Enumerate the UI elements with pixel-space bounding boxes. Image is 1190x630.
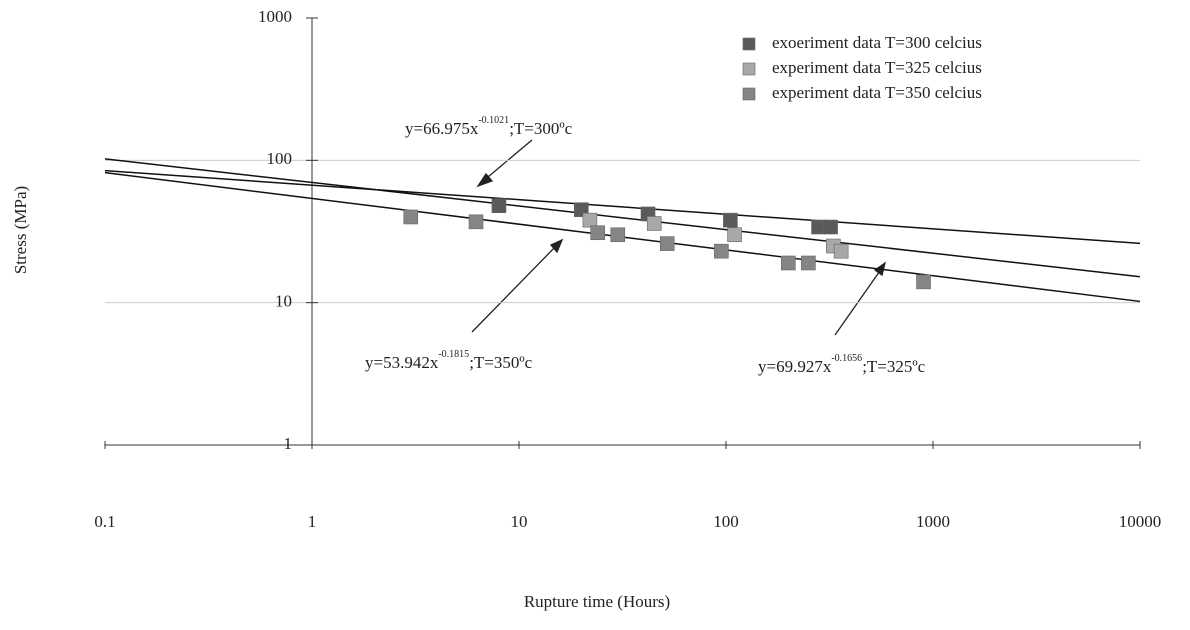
annotation-text: y=53.942x	[365, 353, 439, 372]
y-tick-label: 1000	[258, 7, 292, 26]
trend-line	[104, 158, 1141, 278]
point	[582, 212, 598, 228]
legend-swatch	[742, 37, 756, 51]
x-tick-label: 0.1	[94, 512, 115, 531]
annotation-text: y=69.927x	[758, 357, 832, 376]
annotation-exponent: -0.1021	[478, 115, 509, 126]
y-axis-label: Stress (MPa)	[11, 186, 30, 274]
annotation-text: y=66.975x	[405, 119, 479, 138]
legend-label: experiment data T=350 celcius	[772, 83, 982, 102]
x-tick-label: 1000	[916, 512, 950, 531]
point	[723, 212, 738, 228]
arrow	[834, 267, 883, 336]
annotation-suffix: ;T=325ºc	[862, 357, 925, 376]
arrow	[471, 243, 559, 333]
annotation-exponent: -0.1656	[831, 353, 862, 364]
y-tick-label: 100	[267, 149, 293, 168]
point	[590, 225, 606, 241]
point	[916, 274, 931, 290]
point	[727, 227, 742, 243]
annotation: y=66.975x-0.1021;T=300ºc	[405, 115, 573, 138]
y-tick-label: 10	[275, 292, 292, 311]
x-tick-label: 10000	[1119, 512, 1162, 531]
x-tick-label: 100	[713, 512, 739, 531]
point	[714, 243, 729, 259]
point	[468, 214, 484, 230]
point	[610, 227, 626, 243]
legend-swatch	[742, 87, 756, 101]
point	[781, 255, 796, 271]
arrow-head	[549, 238, 564, 254]
arrow-head	[476, 172, 494, 188]
annotation-suffix: ;T=300ºc	[509, 119, 572, 138]
legend-label: experiment data T=325 celcius	[772, 58, 982, 77]
arrow	[481, 139, 533, 183]
point	[659, 236, 675, 251]
x-tick-label: 10	[511, 512, 528, 531]
x-tick-label: 1	[308, 512, 317, 531]
annotation: y=69.927x-0.1656;T=325ºc	[758, 353, 926, 376]
point	[833, 243, 849, 259]
point	[801, 255, 816, 271]
trend-line	[104, 169, 1141, 245]
point	[403, 209, 419, 225]
point	[646, 216, 662, 231]
x-axis-label: Rupture time (Hours)	[524, 592, 670, 611]
legend-label: exoeriment data T=300 celcius	[772, 33, 982, 52]
point	[491, 198, 507, 214]
annotation-suffix: ;T=350ºc	[469, 353, 532, 372]
arrows	[471, 139, 887, 336]
y-tick-label: 1	[284, 434, 293, 453]
legend-swatch	[742, 62, 756, 76]
annotation: y=53.942x-0.1815;T=350ºc	[365, 349, 533, 372]
point	[823, 219, 838, 235]
annotation-exponent: -0.1815	[438, 349, 469, 360]
